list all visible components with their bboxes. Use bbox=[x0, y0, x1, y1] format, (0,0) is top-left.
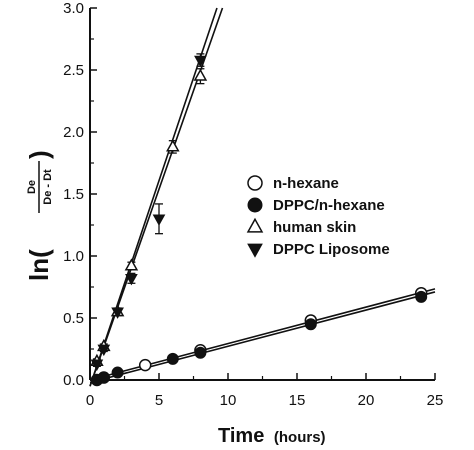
data-point bbox=[152, 214, 166, 226]
legend-marker bbox=[246, 217, 264, 233]
legend-marker bbox=[247, 243, 263, 258]
y-axis-suffix: ) bbox=[24, 150, 54, 159]
data-point bbox=[125, 273, 138, 286]
x-axis-title: Time (hours) bbox=[218, 425, 326, 447]
y-tick-label: 1.0 bbox=[63, 248, 84, 265]
data-point bbox=[90, 359, 104, 371]
plot-axes bbox=[89, 8, 435, 381]
data-point bbox=[304, 318, 317, 331]
y-tick-label: 0.5 bbox=[63, 310, 84, 327]
data-point bbox=[193, 68, 208, 81]
x-tick-label: 5 bbox=[155, 392, 163, 409]
data-markers bbox=[90, 53, 428, 387]
data-point bbox=[166, 352, 179, 365]
fit-line bbox=[89, 7, 218, 387]
y-tick-label: 2.0 bbox=[63, 124, 84, 141]
y-tick-label: 3.0 bbox=[63, 0, 84, 17]
data-point bbox=[194, 55, 207, 68]
series-n-hexane bbox=[90, 286, 428, 387]
data-point bbox=[194, 346, 207, 359]
data-point bbox=[97, 344, 111, 357]
axis-ticks: 0 5 10 15 20 25 0.0 0.5 1.0 1.5 2.0 2.5 3.0 bbox=[63, 0, 443, 409]
x-tick-label: 20 bbox=[358, 392, 375, 409]
x-tick-label: 10 bbox=[220, 392, 237, 409]
data-point bbox=[111, 307, 124, 319]
x-axis-label: Time bbox=[218, 425, 264, 447]
y-axis-title: ln( De De - Dt ) bbox=[24, 150, 54, 281]
series-dppc-liposome bbox=[90, 53, 207, 371]
y-axis-prefix: ln( bbox=[24, 249, 54, 281]
data-point bbox=[124, 258, 139, 271]
x-tick-label: 15 bbox=[289, 392, 306, 409]
y-tick-label: 1.5 bbox=[63, 186, 84, 203]
x-tick-label: 0 bbox=[86, 392, 94, 409]
legend-label: DPPC Liposome bbox=[273, 241, 390, 258]
data-point bbox=[111, 366, 124, 379]
data-point bbox=[415, 290, 428, 303]
y-tick-label: 0.0 bbox=[63, 372, 84, 389]
legend-label: n-hexane bbox=[273, 175, 339, 192]
legend-marker bbox=[247, 197, 263, 213]
data-point bbox=[166, 139, 180, 152]
y-tick-label: 2.5 bbox=[63, 62, 84, 79]
x-tick-label: 25 bbox=[427, 392, 444, 409]
x-axis-unit: (hours) bbox=[274, 429, 326, 446]
legend: n-hexane DPPC/n-hexane human skin DPPC Lipo… bbox=[246, 175, 390, 258]
data-point bbox=[97, 371, 110, 384]
legend-marker bbox=[247, 175, 263, 191]
series-dppc-n-hexane bbox=[90, 290, 428, 386]
data-point bbox=[138, 358, 152, 372]
legend-label: human skin bbox=[273, 219, 356, 236]
y-axis-denominator: De - Dt bbox=[42, 169, 54, 205]
legend-label: DPPC/n-hexane bbox=[273, 197, 385, 214]
y-axis-numerator: De bbox=[26, 180, 38, 194]
